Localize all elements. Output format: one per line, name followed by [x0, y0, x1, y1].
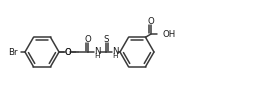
Text: H: H	[94, 53, 100, 59]
Text: Br: Br	[8, 47, 18, 57]
Text: O: O	[147, 17, 154, 26]
Text: O: O	[65, 47, 71, 57]
Text: N: N	[112, 46, 118, 56]
Text: O: O	[64, 47, 71, 57]
Text: N: N	[94, 46, 100, 56]
Text: S: S	[103, 35, 109, 43]
Text: H: H	[112, 53, 118, 59]
Text: OH: OH	[162, 30, 176, 39]
Text: O: O	[85, 35, 91, 43]
